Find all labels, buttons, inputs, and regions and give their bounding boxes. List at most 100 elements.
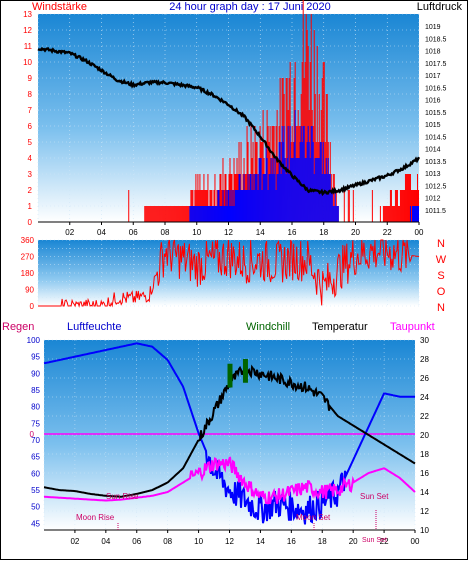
gust-bar xyxy=(210,206,212,222)
gust-bar xyxy=(416,206,418,222)
gust-bar xyxy=(412,206,414,222)
wind-bar xyxy=(128,190,130,222)
wind-bar xyxy=(379,206,381,222)
wind-bar xyxy=(180,206,182,222)
temperature-tick-label: 10 xyxy=(420,526,429,535)
wind-tick-label: 12 xyxy=(23,26,32,35)
wind-bar xyxy=(391,206,393,222)
wind-bar xyxy=(219,174,221,222)
humidity-tick-label: 75 xyxy=(31,419,40,428)
wind-bar xyxy=(145,206,147,222)
wind-bar xyxy=(197,174,199,222)
wind-bar xyxy=(383,206,385,222)
gust-bar xyxy=(263,174,265,222)
wind-bar xyxy=(384,206,386,222)
wind-bar xyxy=(394,190,396,222)
gust-bar xyxy=(310,126,312,222)
gust-bar xyxy=(292,158,294,222)
wind-bar xyxy=(388,206,390,222)
gust-bar xyxy=(332,206,334,222)
gust-bar xyxy=(236,190,238,222)
x-tick-label: 14 xyxy=(256,228,265,237)
wind-bar xyxy=(305,14,307,222)
pressure-tick-label: 1016.5 xyxy=(425,85,447,92)
gust-bar xyxy=(222,190,224,222)
wind-bar xyxy=(286,78,288,222)
wind-bar xyxy=(185,206,187,222)
temperature-tick-label: 12 xyxy=(420,507,429,516)
wind-bar xyxy=(172,206,174,222)
gust-bar xyxy=(290,158,292,222)
gust-bar xyxy=(277,174,279,222)
wind-bar xyxy=(304,62,306,222)
gust-bar xyxy=(196,206,198,222)
temperature-tick-label: 30 xyxy=(420,336,429,345)
wind-bar xyxy=(147,206,149,222)
gust-bar xyxy=(287,126,289,222)
wind-bar xyxy=(151,206,153,222)
wind-tick-label: 7 xyxy=(28,106,33,115)
gust-bar xyxy=(249,174,251,222)
wind-bar xyxy=(416,174,418,222)
wind-tick-label: 4 xyxy=(28,154,33,163)
temperature-tick-label: 28 xyxy=(420,355,429,364)
temperature-tick-label: 16 xyxy=(420,469,429,478)
wind-bar xyxy=(187,206,189,222)
x-tick-label: 20 xyxy=(349,537,358,546)
wind-bar xyxy=(371,190,373,222)
sun-rise-label: Sun Rise xyxy=(106,492,139,501)
wind-bar xyxy=(170,206,172,222)
wind-bar xyxy=(153,206,155,222)
direction-tick-label: 0 xyxy=(30,302,35,311)
gust-bar xyxy=(288,174,290,222)
gust-bar xyxy=(325,158,327,222)
wind-tick-label: 3 xyxy=(28,170,33,179)
direction-letter: W xyxy=(436,254,447,266)
direction-tick-label: 180 xyxy=(21,269,35,278)
wind-bar xyxy=(150,206,152,222)
moon-rise-label: Moon Rise xyxy=(76,513,115,522)
pressure-axis-title: Luftdruck xyxy=(417,1,463,13)
wind-bar xyxy=(316,46,318,222)
wind-bar xyxy=(186,206,188,222)
wind-bar xyxy=(165,206,167,222)
wind-bar xyxy=(267,126,269,222)
windchill-mark xyxy=(242,359,248,383)
direction-letter: S xyxy=(437,270,444,282)
wind-bar xyxy=(152,206,154,222)
wind-bar xyxy=(195,174,197,222)
pressure-tick-label: 1018 xyxy=(425,49,441,56)
gust-bar xyxy=(308,142,310,222)
gust-bar xyxy=(273,174,275,222)
gust-bar xyxy=(204,206,206,222)
wind-bar xyxy=(405,174,407,222)
gust-bar xyxy=(232,190,234,222)
gust-bar xyxy=(260,158,262,222)
x-tick-label: 04 xyxy=(101,537,110,546)
gust-bar xyxy=(255,174,257,222)
wind-bar xyxy=(276,110,278,222)
gust-bar xyxy=(201,206,203,222)
wind-bar xyxy=(401,190,403,222)
wind-bar xyxy=(400,190,402,222)
wind-bar xyxy=(168,206,170,222)
gust-bar xyxy=(228,190,230,222)
gust-bar xyxy=(243,174,245,222)
pressure-tick-label: 1019 xyxy=(425,24,441,31)
legend-rain: Regen xyxy=(2,321,34,333)
wind-bar xyxy=(161,206,163,222)
gust-bar xyxy=(291,158,293,222)
humidity-tick-label: 90 xyxy=(31,369,40,378)
gust-bar xyxy=(270,158,272,222)
x-tick-label: 10 xyxy=(192,228,201,237)
wind-bar xyxy=(404,174,406,222)
direction-tick-label: 270 xyxy=(21,253,35,262)
wind-bar xyxy=(306,30,308,222)
chart-title: 24 hour graph day : 17 Juni 2020 xyxy=(169,1,330,13)
wind-tick-label: 5 xyxy=(28,138,33,147)
gust-bar xyxy=(202,206,204,222)
wind-tick-label: 2 xyxy=(28,186,33,195)
gust-bar xyxy=(230,190,232,222)
gust-bar xyxy=(192,206,194,222)
